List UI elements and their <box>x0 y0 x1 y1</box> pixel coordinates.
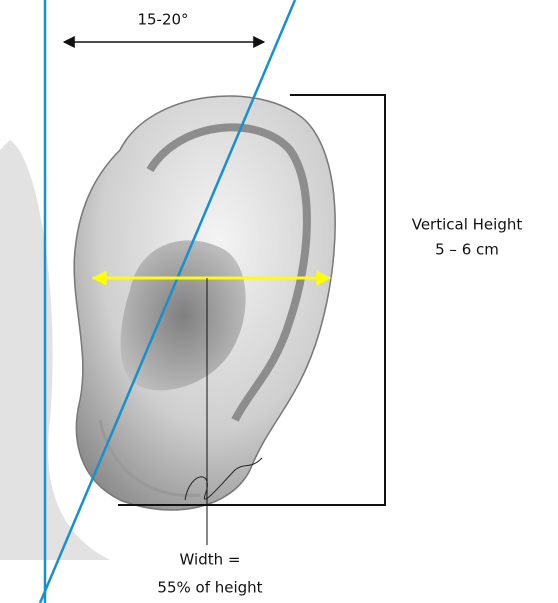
height-value: 5 – 6 cm <box>435 241 499 259</box>
width-label: Width = <box>180 551 241 569</box>
height-label: Vertical Height <box>412 216 523 234</box>
ear-diagram: 15-20° Vertical Height 5 – 6 cm Width = … <box>0 0 558 603</box>
angle-label: 15-20° <box>137 11 188 29</box>
width-value: 55% of height <box>157 579 262 597</box>
